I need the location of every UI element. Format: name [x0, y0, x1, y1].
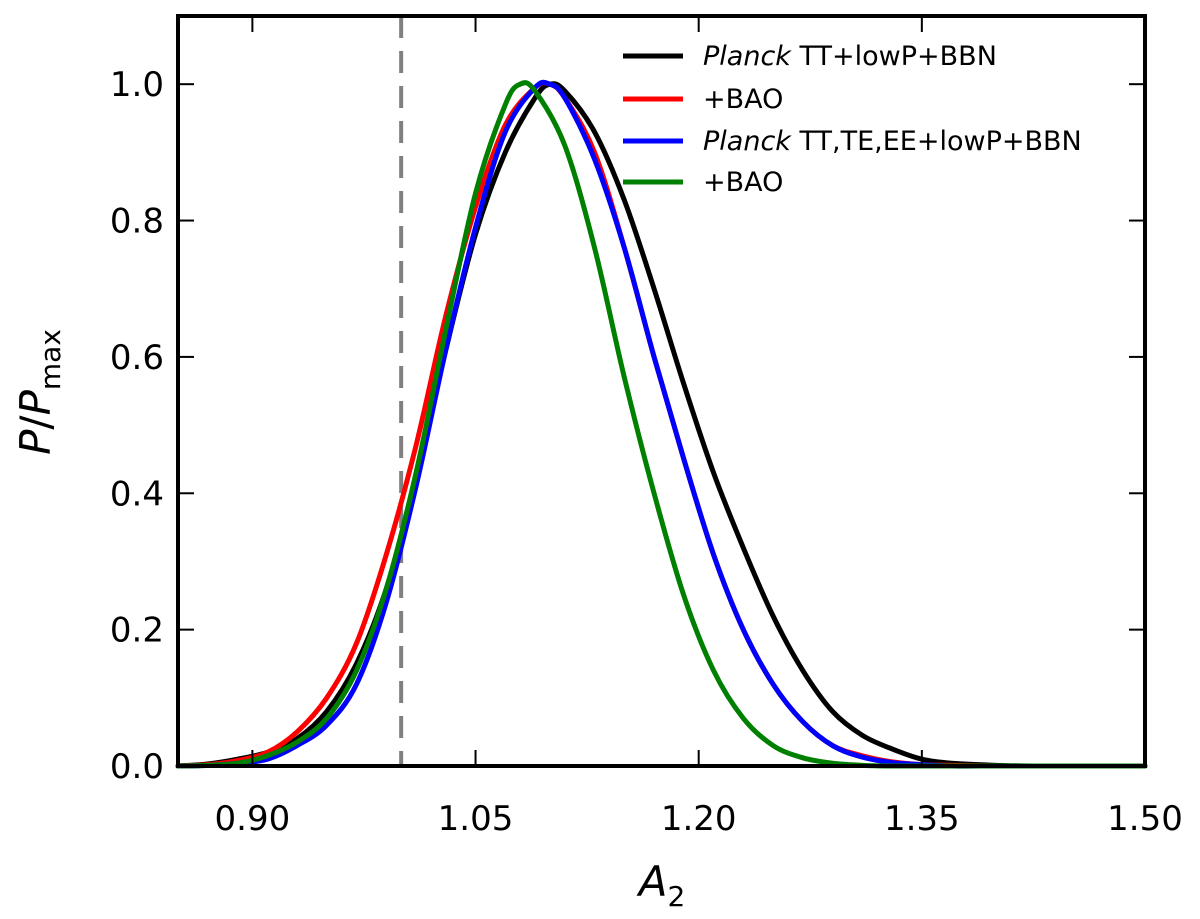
x-axis-label-main: A — [636, 857, 668, 906]
tick-labels-layer: 0.90 1.05 1.20 1.35 1.50 0.0 0.2 0.4 0.6 0.8 1.0 — [110, 65, 1183, 839]
x-axis-label-sub: 2 — [667, 880, 685, 913]
legend-label-planck-tt-te-ee-rest: TT,TE,EE+lowP+BBN — [791, 126, 1082, 157]
y-tick-label: 0.8 — [110, 202, 164, 242]
legend-label-bao-1-rest: +BAO — [703, 84, 783, 115]
series-planck-tt-te-ee-line — [175, 79, 1148, 769]
y-tick-label: 0.6 — [110, 338, 164, 378]
y-axis-label-den-sub: max — [34, 329, 67, 390]
plot-frame — [176, 14, 1147, 768]
legend-label-bao-2: +BAO — [703, 167, 783, 198]
legend-label-bao-1: +BAO — [703, 84, 783, 115]
legend: Planck TT+lowP+BBN +BAO Planck TT,TE,EE+… — [623, 41, 1082, 198]
series-layer — [175, 79, 1148, 769]
y-axis-label-slash: / — [11, 415, 60, 430]
series-planck-tt-line — [175, 81, 1148, 769]
y-tick-label: 0.4 — [110, 474, 164, 514]
legend-label-planck-tt: Planck TT+lowP+BBN — [703, 41, 997, 72]
x-tick-label: 1.35 — [884, 799, 960, 839]
x-tick-label: 1.50 — [1107, 799, 1183, 839]
y-axis-label-den: P — [11, 389, 60, 415]
legend-label-planck-tt-rest: TT+lowP+BBN — [791, 41, 997, 72]
legend-label-planck-tt-italic: Planck — [703, 41, 792, 72]
y-tick-label: 1.0 — [110, 65, 164, 105]
legend-label-bao-2-rest: +BAO — [703, 167, 783, 198]
y-axis-label-num: P — [11, 429, 60, 455]
x-tick-label: 1.05 — [438, 799, 514, 839]
y-tick-label: 0.2 — [110, 611, 164, 651]
y-tick-label: 0.0 — [110, 747, 164, 787]
legend-label-planck-tt-te-ee: Planck TT,TE,EE+lowP+BBN — [703, 126, 1082, 157]
legend-label-planck-tt-te-ee-italic: Planck — [703, 126, 792, 157]
x-tick-label: 1.20 — [661, 799, 737, 839]
y-axis-label: P/Pmax — [11, 329, 67, 455]
x-tick-label: 0.90 — [215, 799, 291, 839]
x-axis-label: A2 — [636, 857, 686, 913]
